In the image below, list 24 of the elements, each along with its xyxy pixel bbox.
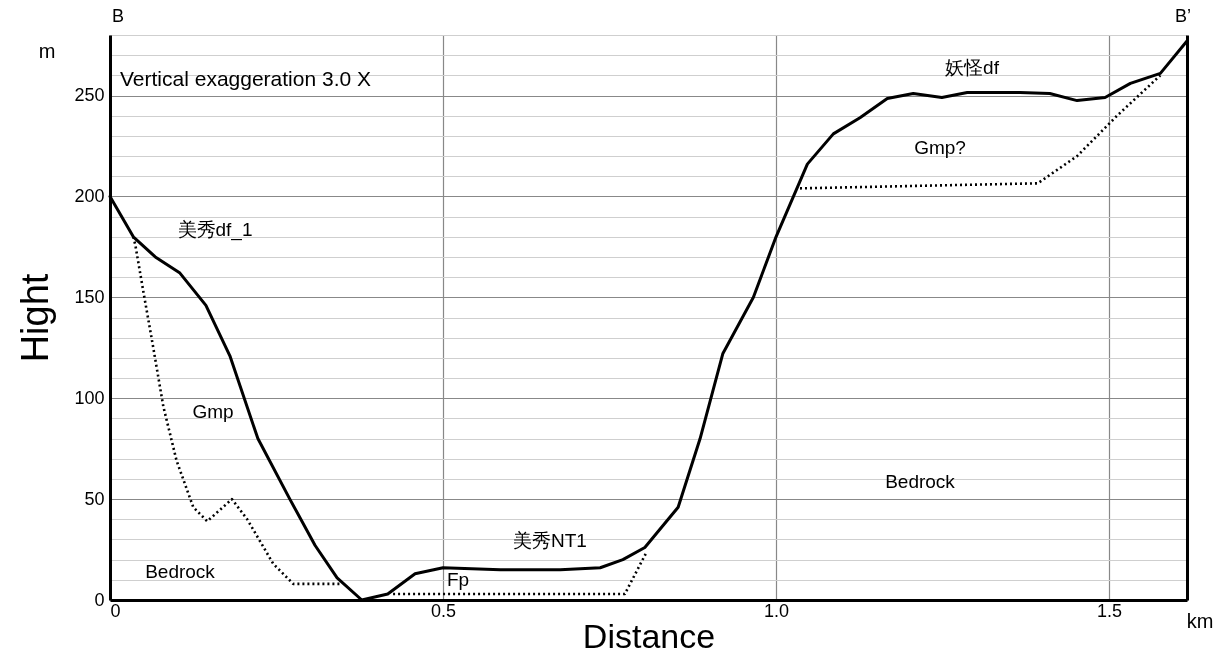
y-axis-title: Hight xyxy=(14,273,57,363)
annotation: 美秀df_1 xyxy=(177,219,253,241)
y-tick-label: 200 xyxy=(74,185,105,206)
annotation: Vertical exaggeration 3.0 X xyxy=(120,67,371,90)
y-tick-label: 100 xyxy=(74,387,105,408)
x-tick-label: 1.0 xyxy=(764,600,790,621)
x-axis-title: Distance xyxy=(582,616,716,655)
x-tick-label: 0.5 xyxy=(431,600,457,621)
y-tick-label: 250 xyxy=(74,85,105,106)
annotation: Fp xyxy=(446,569,470,590)
annotation: 妖怪df xyxy=(945,57,1000,78)
x-tick-label: 1.5 xyxy=(1097,600,1123,621)
y-tick-label: 150 xyxy=(74,286,105,307)
annotation: Gmp? xyxy=(914,137,966,158)
y-tick-label: 50 xyxy=(84,488,105,509)
annotation: Gmp xyxy=(192,401,234,422)
annotation: Bedrock xyxy=(885,471,956,492)
annotation: Bedrock xyxy=(145,561,216,582)
text: km xyxy=(1186,610,1214,632)
x-tick-label: 0 xyxy=(110,600,121,621)
text: m xyxy=(38,40,56,62)
annotation: 美秀NT1 xyxy=(513,530,587,551)
text: B xyxy=(111,6,125,26)
text: B’ xyxy=(1174,6,1192,26)
